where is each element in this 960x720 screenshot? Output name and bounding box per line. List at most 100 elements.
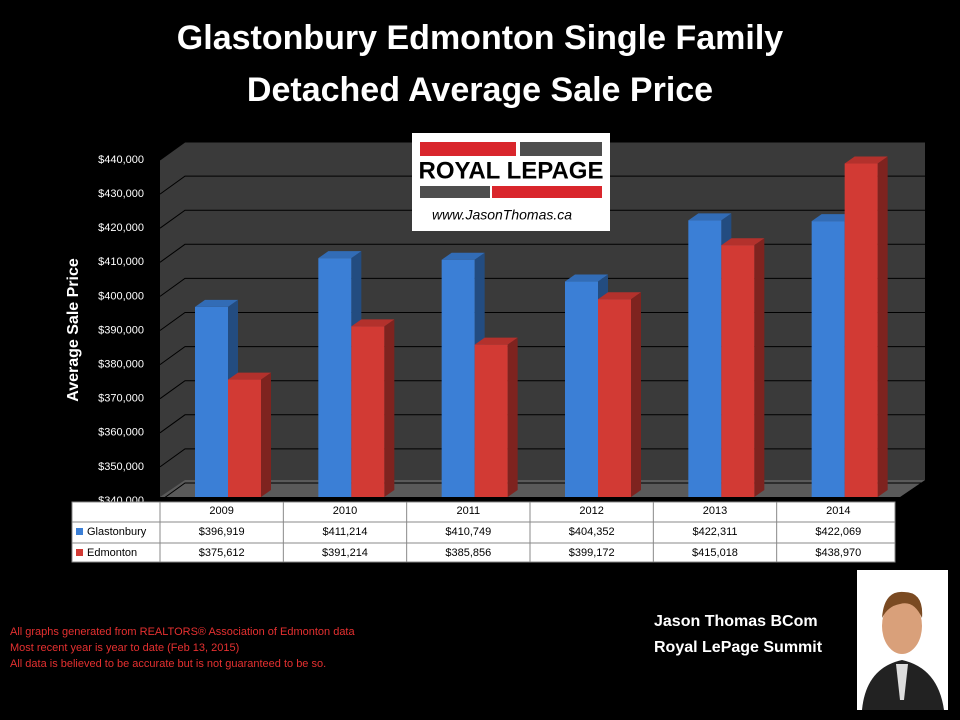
bar-front [351, 326, 385, 497]
data-label: $404,352 [569, 526, 615, 538]
data-label: $410,749 [445, 526, 491, 538]
data-label: $385,856 [445, 547, 491, 559]
bar-front [474, 344, 508, 497]
bar-side [877, 156, 888, 497]
bar-top [844, 156, 888, 164]
logo-bars [420, 186, 490, 198]
y-tick-label: $380,000 [98, 359, 144, 371]
bar [351, 319, 395, 497]
data-label: $411,214 [322, 526, 367, 538]
x-tick-label: 2012 [579, 505, 603, 517]
grid-line [159, 141, 925, 161]
y-tick-label: $440,000 [98, 154, 144, 166]
bar-front [228, 379, 261, 497]
logo-stripe [492, 186, 602, 198]
bar [721, 238, 765, 498]
logo-stripe [420, 142, 516, 156]
bar-side [384, 319, 395, 497]
x-tick-label: 2009 [209, 505, 233, 517]
signature: Jason Thomas BCom [654, 613, 818, 630]
bar-top [195, 299, 238, 307]
data-label: $396,919 [199, 526, 245, 538]
y-tick-label: $350,000 [98, 461, 144, 473]
bar-side [631, 292, 641, 497]
footnote: All graphs generated from REALTORS® Asso… [10, 626, 355, 638]
bar-front [688, 220, 722, 497]
bar-top [688, 213, 732, 221]
data-label: $375,612 [199, 547, 245, 559]
bar-top [474, 337, 518, 345]
x-tick-label: 2011 [457, 505, 481, 517]
table-bg [71, 501, 896, 563]
bar-front [318, 258, 352, 497]
grid-line [159, 243, 925, 263]
bar-top [441, 252, 485, 260]
data-label: $415,018 [692, 547, 738, 559]
chart-title: Glastonbury Edmonton Single Family [177, 19, 783, 57]
grid-line [159, 380, 925, 400]
photo-shirt [896, 664, 908, 700]
bar [598, 292, 641, 497]
y-tick-label: $410,000 [98, 256, 144, 268]
grid-line [159, 448, 925, 468]
logo-url: www.JasonThomas.ca [432, 207, 572, 223]
y-tick-label: $430,000 [98, 188, 144, 200]
grid-line [159, 175, 925, 195]
x-tick-label: 2014 [826, 505, 850, 517]
bar-top [351, 319, 395, 327]
bar-front [844, 163, 878, 497]
bar [844, 156, 888, 497]
bar-front [441, 259, 475, 497]
bar-top [228, 372, 271, 380]
grid-line [159, 414, 925, 434]
bar [474, 337, 518, 497]
grid-line [159, 209, 925, 229]
bar-top [318, 251, 362, 259]
bar-side [261, 372, 271, 497]
y-tick-label: $400,000 [98, 290, 144, 302]
photo-hair [882, 591, 923, 618]
bar-top [598, 292, 641, 300]
legend-label: Edmonton [87, 547, 137, 559]
bar-side [507, 337, 518, 497]
data-label: $399,172 [569, 547, 615, 559]
legend-swatch [76, 528, 83, 535]
x-tick-label: 2010 [333, 505, 357, 517]
data-label: $422,311 [692, 526, 737, 538]
data-label: $391,214 [322, 547, 368, 559]
bar-top [721, 238, 765, 246]
bar-front [598, 299, 631, 497]
footnote: Most recent year is year to date (Feb 13… [10, 642, 239, 654]
logo-bars [520, 142, 602, 156]
data-label: $438,970 [815, 547, 861, 559]
footnote: All data is believed to be accurate but … [10, 658, 326, 670]
y-tick-label: $360,000 [98, 427, 144, 439]
bar-front [565, 281, 598, 497]
legend-label: Glastonbury [87, 526, 147, 538]
bar [228, 372, 271, 497]
bar-top [811, 214, 855, 222]
grid-line [159, 312, 925, 331]
photo [857, 570, 948, 710]
signature: Royal LePage Summit [654, 639, 823, 656]
bar-front [811, 221, 845, 497]
logo: ROYAL LEPAGE www.JasonThomas.ca [412, 133, 610, 231]
chart-title: Detached Average Sale Price [247, 71, 713, 109]
grid-line [159, 277, 925, 297]
legend-swatch [76, 549, 83, 556]
bar-front [721, 245, 755, 497]
y-tick-label: $370,000 [98, 393, 144, 405]
bar-front [195, 306, 228, 497]
y-axis-label: Average Sale Price [65, 258, 82, 402]
logo-brand: ROYAL LEPAGE [419, 157, 604, 184]
x-tick-label: 2013 [703, 505, 727, 517]
grid-line [159, 482, 925, 502]
data-label: $422,069 [815, 526, 861, 538]
bar-side [754, 238, 765, 498]
photo-face [882, 598, 922, 654]
grid-line [159, 346, 925, 366]
bar-top [565, 274, 608, 282]
y-tick-label: $420,000 [98, 222, 144, 234]
